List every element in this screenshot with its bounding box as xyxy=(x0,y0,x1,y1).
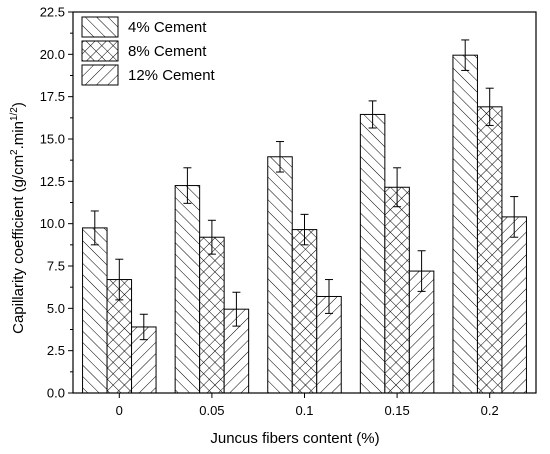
x-tick-label: 0.1 xyxy=(295,403,313,418)
y-axis-title-sup2: 1/2 xyxy=(9,107,20,121)
legend-swatch-1 xyxy=(81,16,119,38)
x-tick-label: 0.2 xyxy=(481,403,499,418)
bar-3-5 xyxy=(501,216,527,394)
y-tick-label: 5.0 xyxy=(47,301,65,316)
y-axis-title-sup1: 2 xyxy=(9,149,20,155)
legend-swatch-3 xyxy=(81,64,119,86)
bar-2-2 xyxy=(199,236,225,394)
y-axis-title-main: Capillarity coefficient (g/cm xyxy=(10,155,27,334)
error-bars-layer xyxy=(90,39,519,341)
bar-2-5 xyxy=(476,106,503,394)
y-axis-title-end: ) xyxy=(10,102,27,107)
bar-1-3 xyxy=(267,156,293,394)
axes-layer: 0 0.05 0.1 0.15 0.2 0.0 2.5 5.0 7.5 10.0 12.5 15.0 1… xyxy=(40,5,537,418)
y-tick-label: 0.0 xyxy=(47,386,65,401)
legend-label-3: 12% Cement xyxy=(128,67,216,84)
legend-swatch-2 xyxy=(81,40,119,62)
bar-1-1 xyxy=(82,227,108,394)
legend-label-1: 4% Cement xyxy=(128,19,207,36)
x-tick-label: 0.15 xyxy=(384,403,409,418)
y-tick-label: 15.0 xyxy=(40,132,65,147)
y-tick-label: 12.5 xyxy=(40,174,65,189)
y-tick-label: 17.5 xyxy=(40,89,65,104)
bar-2-4 xyxy=(384,186,410,394)
x-tick-label: 0 xyxy=(116,403,123,418)
x-axis-title: Juncus fibers content (%) xyxy=(210,430,379,447)
bar-2-3 xyxy=(291,229,318,394)
legend: 4% Cement 8% Cement 12% Cement xyxy=(81,16,216,86)
plot-frame xyxy=(72,11,537,394)
bar-1-4 xyxy=(359,113,386,394)
bar-1-5 xyxy=(452,54,478,394)
y-tick-label: 22.5 xyxy=(40,5,65,20)
y-tick-label: 20.0 xyxy=(40,47,65,62)
legend-label-2: 8% Cement xyxy=(128,43,207,60)
y-axis-title-mid: .min xyxy=(10,121,27,149)
y-tick-label: 10.0 xyxy=(40,216,65,231)
x-tick-label: 0.05 xyxy=(199,403,224,418)
y-tick-label: 7.5 xyxy=(47,259,65,274)
bar-1-2 xyxy=(174,185,201,394)
y-tick-label: 2.5 xyxy=(47,343,65,358)
y-axis-title: Capillarity coefficient (g/cm2.min1/2) xyxy=(9,102,27,334)
